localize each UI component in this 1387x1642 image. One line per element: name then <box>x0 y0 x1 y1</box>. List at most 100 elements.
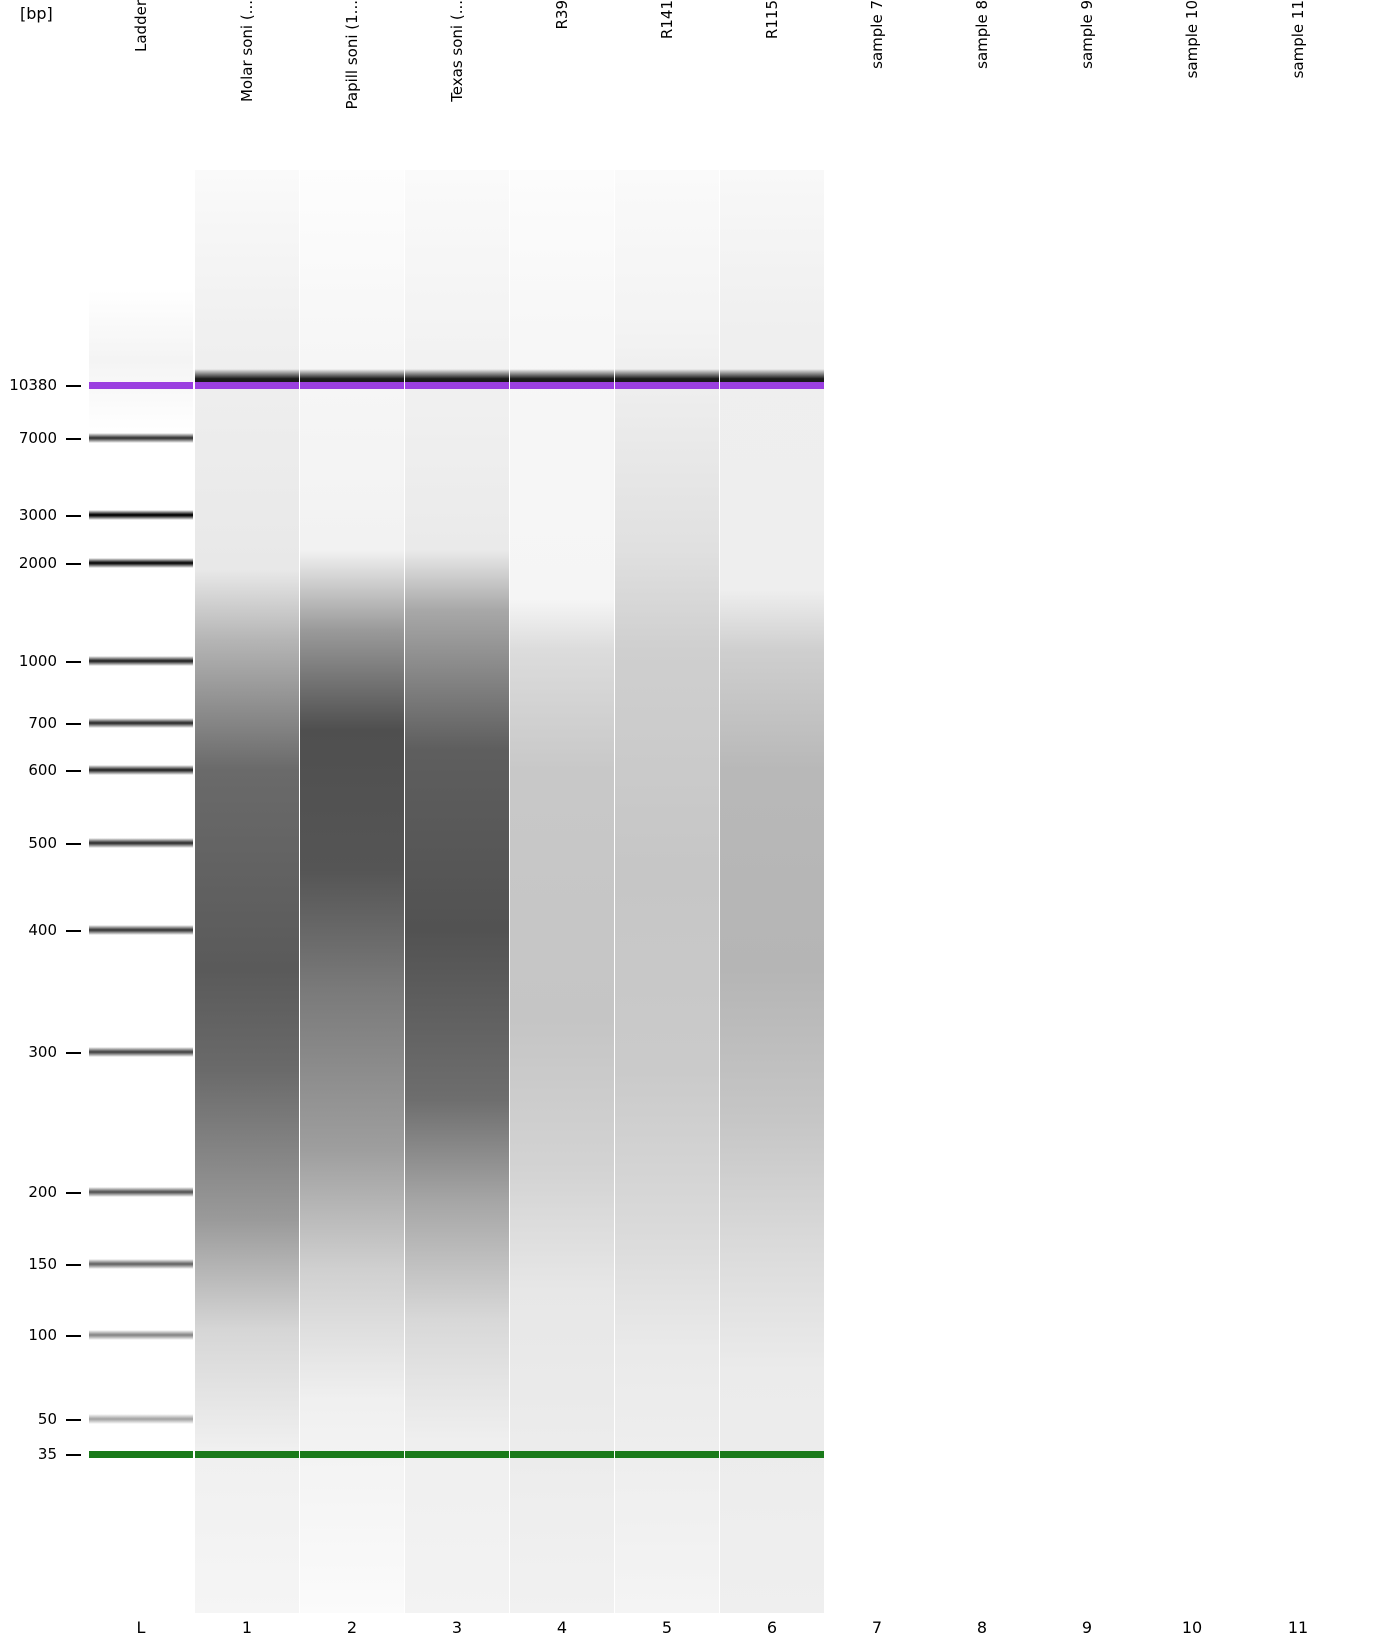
lane-10 <box>1140 170 1244 1613</box>
ladder-band <box>89 718 193 728</box>
lane-number: L <box>136 1618 146 1637</box>
size-tick-label: 300 <box>28 1043 57 1061</box>
ladder-band <box>89 1330 193 1340</box>
high-mw-band <box>195 369 299 383</box>
lane-header-text: R141 <box>658 0 676 40</box>
upper-marker-band <box>720 382 824 389</box>
lane-header-text: R39 <box>553 0 571 30</box>
lane-header-l: Ladder <box>121 0 161 150</box>
lane-number: 3 <box>451 1618 463 1637</box>
size-tick-label: 10380 <box>9 376 57 394</box>
lower-marker-band <box>720 1451 824 1458</box>
lane-5 <box>615 170 719 1613</box>
lane-header-text: sample 7 <box>868 0 886 69</box>
upper-marker-band <box>89 382 193 389</box>
size-tick-label: 3000 <box>18 506 57 524</box>
lane-header-text: sample 10 <box>1183 0 1201 79</box>
size-tick-mark <box>66 438 81 440</box>
lane-number: 8 <box>976 1618 988 1637</box>
ladder-band <box>89 656 193 666</box>
size-tick-label: 200 <box>28 1183 57 1201</box>
lane-7 <box>825 170 929 1613</box>
size-tick-mark <box>66 770 81 772</box>
lower-marker-band <box>510 1451 614 1458</box>
ladder-band <box>89 925 193 935</box>
lane-header-1: Molar soni (... <box>227 0 267 150</box>
lane-number: 10 <box>1181 1618 1203 1637</box>
size-tick-label: 2000 <box>18 554 57 572</box>
lane-header-6: R115 <box>752 0 792 150</box>
ladder-band <box>89 1187 193 1197</box>
lane-header-text: Molar soni (... <box>238 0 256 103</box>
lower-marker-band <box>89 1451 193 1458</box>
size-tick-label: 100 <box>28 1326 57 1344</box>
lane-number: 9 <box>1081 1618 1093 1637</box>
high-mw-band <box>720 369 824 383</box>
high-mw-band <box>405 369 509 383</box>
high-mw-band <box>510 369 614 383</box>
lane-ladder <box>89 170 193 1613</box>
size-tick-label: 150 <box>28 1255 57 1273</box>
lane-header-text: Ladder <box>132 0 150 52</box>
lower-marker-band <box>195 1451 299 1458</box>
size-tick-mark <box>66 1454 81 1456</box>
lower-marker-band <box>615 1451 719 1458</box>
ladder-band <box>89 1047 193 1057</box>
lane-number: 1 <box>241 1618 253 1637</box>
lane-1 <box>195 170 299 1613</box>
size-tick-label: 1000 <box>18 652 57 670</box>
upper-marker-band <box>195 382 299 389</box>
lane-header-text: Texas soni (... <box>448 0 466 102</box>
size-tick-label: 35 <box>37 1445 57 1463</box>
lane-number: 2 <box>346 1618 358 1637</box>
lane-header-text: sample 8 <box>973 0 991 69</box>
size-tick-label: 400 <box>28 921 57 939</box>
lower-marker-band <box>300 1451 404 1458</box>
ladder-band <box>89 765 193 775</box>
lane-header-10: sample 10 <box>1172 0 1212 150</box>
ladder-band <box>89 558 193 568</box>
ladder-band <box>89 1259 193 1269</box>
lane-2 <box>300 170 404 1613</box>
size-tick-mark <box>66 385 81 387</box>
upper-marker-band <box>405 382 509 389</box>
lane-number: 4 <box>556 1618 568 1637</box>
lane-header-text: Papill soni (1... <box>343 0 361 110</box>
lane-header-8: sample 8 <box>962 0 1002 150</box>
high-mw-band <box>300 369 404 383</box>
size-tick-mark <box>66 661 81 663</box>
size-tick-label: 600 <box>28 761 57 779</box>
lane-header-text: sample 11 <box>1289 0 1307 79</box>
size-tick-mark <box>66 1419 81 1421</box>
size-tick-mark <box>66 1052 81 1054</box>
upper-marker-band <box>300 382 404 389</box>
size-tick-mark <box>66 563 81 565</box>
lane-header-2: Papill soni (1... <box>332 0 372 150</box>
ladder-band <box>89 510 193 520</box>
size-tick-mark <box>66 1335 81 1337</box>
lane-3 <box>405 170 509 1613</box>
lane-6 <box>720 170 824 1613</box>
size-tick-label: 500 <box>28 834 57 852</box>
size-tick-label: 7000 <box>18 429 57 447</box>
lane-header-5: R141 <box>647 0 687 150</box>
lane-number: 7 <box>871 1618 883 1637</box>
ladder-band <box>89 1414 193 1424</box>
lane-4 <box>510 170 614 1613</box>
lane-number: 6 <box>766 1618 778 1637</box>
lane-header-9: sample 9 <box>1067 0 1107 150</box>
lane-header-4: R39 <box>542 0 582 150</box>
lane-11 <box>1246 170 1350 1613</box>
high-mw-band <box>615 369 719 383</box>
lower-marker-band <box>405 1451 509 1458</box>
size-tick-mark <box>66 723 81 725</box>
size-tick-label: 700 <box>28 714 57 732</box>
upper-marker-band <box>615 382 719 389</box>
lane-9 <box>1035 170 1139 1613</box>
size-tick-mark <box>66 843 81 845</box>
lane-header-11: sample 11 <box>1278 0 1318 150</box>
ladder-band <box>89 838 193 848</box>
lane-header-text: sample 9 <box>1078 0 1096 69</box>
lane-header-3: Texas soni (... <box>437 0 477 150</box>
ladder-band <box>89 433 193 443</box>
